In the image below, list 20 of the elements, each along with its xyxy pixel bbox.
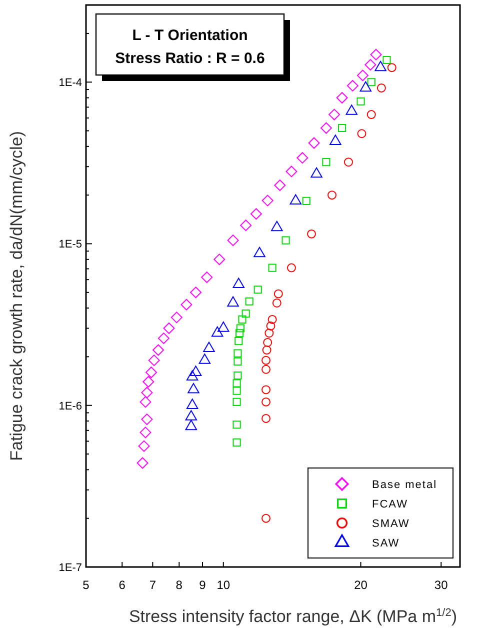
x-tick-label: 5	[82, 578, 90, 592]
text: L - T Orientation	[132, 27, 248, 44]
x-tick-label: 20	[354, 578, 368, 592]
x-tick-label: 30	[434, 578, 448, 592]
legend-label: FCAW	[372, 498, 408, 510]
x-tick-label: 10	[216, 578, 230, 592]
legend-label: SAW	[372, 538, 400, 550]
x-tick-label: 6	[118, 578, 126, 592]
y-axis-title: Fatigue crack growth rate, da/dN(mm/cycle)	[7, 131, 26, 461]
x-tick-label: 7	[149, 578, 156, 592]
y-tick-label: 1E-4	[58, 77, 82, 90]
x-axis-title: Stress intensity factor range, ΔK (MPa m$^{1/2}$)	[128, 607, 458, 626]
text: Stress Ratio : R = 0.6	[115, 50, 265, 67]
x-tick-label: 9	[199, 578, 206, 592]
legend-label: Base metal	[372, 479, 438, 491]
x-tick-label: 8	[176, 578, 183, 592]
y-tick-label: 1E-6	[58, 400, 82, 412]
y-tick-label: 1E-7	[58, 562, 82, 574]
y-tick-label: 1E-5	[58, 238, 82, 251]
legend-label: SMAW	[372, 518, 410, 530]
